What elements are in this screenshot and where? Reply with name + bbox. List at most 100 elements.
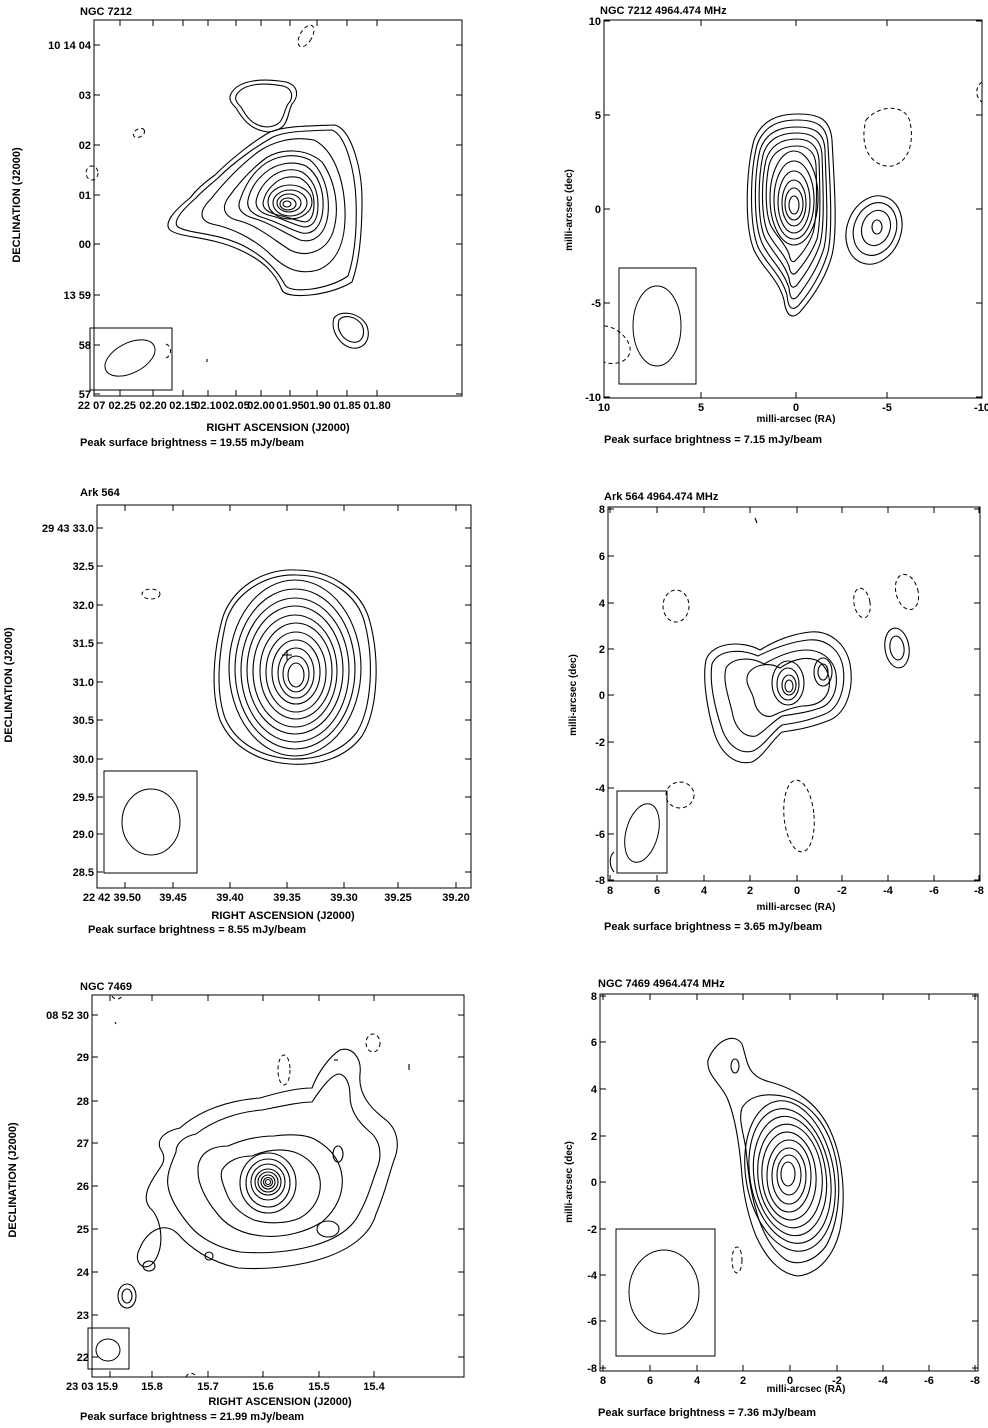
y-tick-label: 57 [79,389,91,401]
y-tick-label: -6 [595,829,605,841]
y-tick-label: -10 [585,392,601,404]
x-tick-label: -2 [837,885,847,897]
y-axis-label: DECLINATION (J2000) [11,147,23,263]
peak-brightness: Peak surface brightness = 7.15 mJy/beam [604,434,822,446]
x-tick-label: 6 [647,1375,653,1387]
y-tick-label: 58 [79,340,91,352]
plot-frame [603,19,983,399]
y-tick-label: -2 [587,1224,597,1236]
x-tick-label: 15.7 [197,1381,218,1393]
contours [609,517,920,873]
y-tick-label: 27 [77,1138,89,1150]
x-tick-label: 2 [747,885,753,897]
y-tick-label: 4 [591,1084,598,1096]
x-tick-label: 02.05 [222,400,250,412]
x-tick-label: 0 [787,1375,793,1387]
x-tick-label: 01.95 [276,400,304,412]
panel-title: NGC 7469 4964.474 MHz [598,978,725,990]
x-tick-label: 02.20 [139,400,167,412]
y-tick-label: -8 [587,1363,597,1375]
y-tick-label: 10 14 04 [48,40,92,52]
beam-box [87,1327,130,1370]
y-tick-label: 00 [79,239,91,251]
y-axis-label: DECLINATION (J2000) [3,627,15,743]
x-tick-label: 15.5 [308,1381,329,1393]
y-tick-label: 6 [599,551,605,563]
y-tick-label: 31.5 [73,638,94,650]
x-tick-label: 39.20 [442,892,470,904]
y-tick-label: 31.0 [73,677,94,689]
plot-frame [93,19,463,397]
y-tick-label: -6 [587,1316,597,1328]
x-tick-label: 15.6 [252,1381,273,1393]
y-tick-label: 8 [591,991,597,1003]
peak-brightness: Peak surface brightness = 7.36 mJy/beam [598,1407,816,1419]
x-tick-label: 0 [793,402,799,414]
x-tick-label: 01.85 [333,400,361,412]
x-tick-label: 39.35 [273,892,301,904]
panel-title: NGC 7212 4964.474 MHz [600,5,727,17]
y-tick-label: 8 [599,504,605,516]
y-tick-label: 25 [77,1224,89,1236]
y-tick-label: 32.5 [73,561,94,573]
y-tick-label: 0 [595,204,601,216]
y-tick-label: 28 [77,1096,89,1108]
y-tick-label: 2 [599,644,605,656]
x-axis-label: RIGHT ASCENSION (J2000) [211,910,355,922]
x-tick-label: 4 [694,1375,701,1387]
x-tick-label: 39.30 [330,892,358,904]
y-tick-label: -4 [595,783,606,795]
x-tick-label: 02.15 [169,400,197,412]
beam-box [618,267,697,385]
peak-brightness: Peak surface brightness = 21.99 mJy/beam [80,1411,304,1423]
panel-title: NGC 7469 [80,981,132,993]
y-tick-label: 02 [79,140,91,152]
panel-title: NGC 7212 [80,6,132,18]
x-tick-label: 39.25 [384,892,412,904]
y-tick-label: 0 [599,690,605,702]
x-tick-label: 4 [701,885,708,897]
x-tick-label: -2 [832,1375,842,1387]
x-tick-label: 0 [794,885,800,897]
x-tick-label: 39.45 [159,892,187,904]
y-tick-label: 24 [77,1267,90,1279]
y-tick-label: 30.5 [73,715,94,727]
peak-brightness: Peak surface brightness = 19.55 mJy/beam [80,437,304,449]
beam-box [616,790,668,874]
x-axis-label: RIGHT ASCENSION (J2000) [206,422,350,434]
peak-brightness: Peak surface brightness = 8.55 mJy/beam [88,924,306,936]
x-tick-label: 5 [698,402,704,414]
contours [85,24,369,362]
panel-ark564: Ark 564 RIGHT ASCENSION (J2000) DECLINAT… [3,487,472,936]
x-tick-label: -6 [929,885,939,897]
panel-ngc7212: NGC 7212 RIGHT ASCENSION (J2000) DECLINA… [11,6,463,449]
plot-frame [96,504,472,889]
y-tick-label: 26 [77,1181,89,1193]
y-tick-label: 29 43 33.0 [42,523,94,535]
y-tick-label: 30.0 [73,754,94,766]
y-tick-label: -2 [595,737,605,749]
y-tick-label: 29 [77,1052,89,1064]
y-tick-label: 0 [591,1177,597,1189]
y-tick-label: 5 [595,110,601,122]
x-tick-label: 22 07 02.25 [78,400,136,412]
x-tick-label: 02.10 [194,400,222,412]
x-tick-label: 8 [600,1375,606,1387]
y-tick-label: 22 [77,1352,89,1364]
x-tick-label: 2 [740,1375,746,1387]
x-tick-label: 23 03 15.9 [66,1381,118,1393]
y-tick-label: -8 [595,875,605,887]
beam-box [103,770,198,874]
x-tick-label: -4 [883,885,894,897]
y-tick-label: 01 [79,190,91,202]
y-tick-label: -4 [587,1270,598,1282]
x-tick-label: 15.4 [363,1381,385,1393]
x-tick-label: 39.40 [216,892,244,904]
panel-ngc7469: NGC 7469 RIGHT ASCENSION (J2000) DECLINA… [7,981,465,1423]
x-tick-label: -5 [882,402,892,414]
x-axis-label: milli-arcsec (RA) [757,902,836,913]
panel-ngc7212-vlbi: NGC 7212 4964.474 MHz milli-arcsec (RA) … [564,5,983,446]
y-axis-label: DECLINATION (J2000) [7,1122,19,1238]
x-tick-label: 15.8 [141,1381,162,1393]
